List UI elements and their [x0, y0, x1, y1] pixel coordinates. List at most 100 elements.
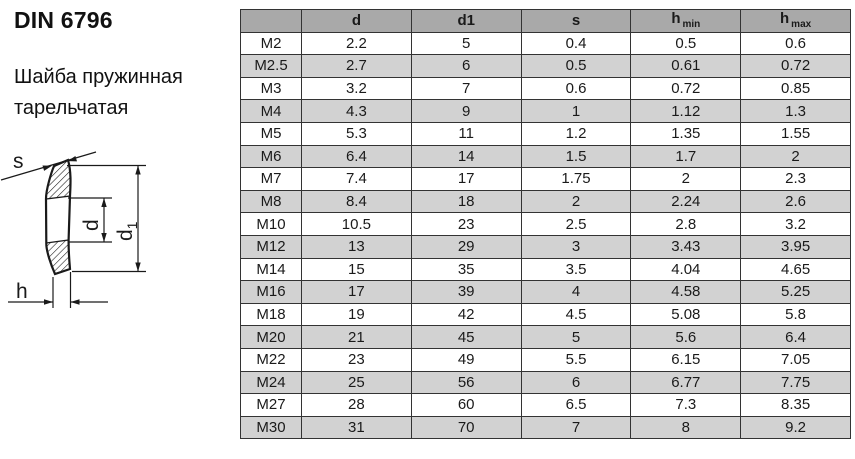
- value-cell: 2.6: [740, 189, 851, 214]
- column-header-label: s: [571, 12, 581, 30]
- size-cell: M8: [240, 189, 302, 214]
- size-cell: M7: [240, 167, 302, 191]
- value-cell: 2.24: [630, 189, 742, 214]
- value-cell: 2: [740, 144, 851, 169]
- column-header: d: [301, 9, 412, 33]
- value-cell: 7.3: [630, 393, 742, 417]
- table-row: M6 6.4 14 1.5 1.7 2: [240, 144, 851, 169]
- value-cell: 1.75: [520, 167, 632, 191]
- washer-outline: [44, 158, 72, 276]
- value-cell: 9: [410, 99, 522, 123]
- value-cell: 70: [410, 415, 522, 440]
- d1-dimension-label: d1: [114, 221, 140, 241]
- value-cell: 14: [410, 144, 522, 169]
- value-cell: 3.2: [740, 212, 851, 236]
- table-row: M8 8.4 18 2 2.24 2.6: [240, 189, 851, 214]
- size-cell: M16: [240, 280, 302, 304]
- value-cell: 0.61: [630, 54, 742, 78]
- value-cell: 2.5: [520, 212, 632, 236]
- value-cell: 3.95: [740, 234, 851, 259]
- column-header: h max: [740, 9, 851, 33]
- value-cell: 1.12: [630, 99, 742, 123]
- value-cell: 1: [520, 99, 632, 123]
- value-cell: 8: [630, 415, 742, 440]
- value-cell: 4.65: [740, 257, 851, 282]
- washer-cross-section: [44, 158, 72, 276]
- value-cell: 6.4: [740, 325, 851, 349]
- value-cell: 0.72: [630, 76, 742, 101]
- value-cell: 1.35: [630, 121, 742, 146]
- dimension-s: s: [0, 150, 97, 181]
- value-cell: 6.4: [301, 144, 412, 169]
- d-dimension-label: d: [80, 219, 103, 231]
- value-cell: 2: [520, 189, 632, 214]
- value-cell: 23: [410, 212, 522, 236]
- column-header-label: h: [780, 10, 790, 28]
- subtitle: Шайба пружинная тарельчатая: [14, 62, 183, 124]
- value-cell: 3.43: [630, 234, 742, 259]
- value-cell: 7.75: [740, 370, 851, 395]
- size-cell: M4: [240, 99, 302, 123]
- value-cell: 6: [520, 370, 632, 395]
- table-body: M2 2.2 5 0.4 0.5 0.6 M2.5 2.7 6 0.5 0.61 0.72 M3 3.2 7…: [240, 31, 851, 440]
- value-cell: 2: [630, 167, 742, 191]
- value-cell: 17: [410, 167, 522, 191]
- table-row: M20 21 45 5 5.6 6.4: [240, 325, 851, 349]
- value-cell: 35: [410, 257, 522, 282]
- value-cell: 7.4: [301, 167, 412, 191]
- value-cell: 1.7: [630, 144, 742, 169]
- page-title: DIN 6796: [14, 7, 113, 33]
- value-cell: 1.5: [520, 144, 632, 169]
- value-cell: 15: [301, 257, 412, 282]
- value-cell: 2.7: [301, 54, 412, 78]
- value-cell: 13: [301, 234, 412, 259]
- table-row: M10 10.5 23 2.5 2.8 3.2: [240, 212, 851, 236]
- value-cell: 5.3: [301, 121, 412, 146]
- value-cell: 5: [520, 325, 632, 349]
- value-cell: 3.5: [520, 257, 632, 282]
- value-cell: 0.5: [630, 31, 742, 56]
- subtitle-line-1: Шайба пружинная: [14, 66, 183, 88]
- size-cell: M10: [240, 212, 302, 236]
- value-cell: 39: [410, 280, 522, 304]
- value-cell: 28: [301, 393, 412, 417]
- value-cell: 4: [520, 280, 632, 304]
- value-cell: 0.85: [740, 76, 851, 101]
- value-cell: 3.2: [301, 76, 412, 101]
- value-cell: 23: [301, 347, 412, 372]
- value-cell: 2.8: [630, 212, 742, 236]
- value-cell: 17: [301, 280, 412, 304]
- value-cell: 4.04: [630, 257, 742, 282]
- value-cell: 6.77: [630, 370, 742, 395]
- value-cell: 7: [410, 76, 522, 101]
- table-row: M14 15 35 3.5 4.04 4.65: [240, 257, 851, 282]
- column-header: d1: [410, 9, 522, 33]
- size-cell: M22: [240, 347, 302, 372]
- value-cell: 9.2: [740, 415, 851, 440]
- column-header-label: d1: [457, 12, 475, 30]
- table-row: M24 25 56 6 6.77 7.75: [240, 370, 851, 395]
- size-cell: M3: [240, 76, 302, 101]
- table-row: M5 5.3 11 1.2 1.35 1.55: [240, 121, 851, 146]
- value-cell: 0.5: [520, 54, 632, 78]
- value-cell: 10.5: [301, 212, 412, 236]
- value-cell: 8.35: [740, 393, 851, 417]
- value-cell: 1.2: [520, 121, 632, 146]
- value-cell: 7: [520, 415, 632, 440]
- column-header: s: [520, 9, 632, 33]
- table-header-row: d d1 s h min h max: [240, 9, 851, 33]
- value-cell: 7.05: [740, 347, 851, 372]
- value-cell: 3: [520, 234, 632, 259]
- table-row: M18 19 42 4.5 5.08 5.8: [240, 302, 851, 327]
- value-cell: 5.5: [520, 347, 632, 372]
- table-row: M12 13 29 3 3.43 3.95: [240, 234, 851, 259]
- value-cell: 5.6: [630, 325, 742, 349]
- size-cell: M20: [240, 325, 302, 349]
- value-cell: 25: [301, 370, 412, 395]
- value-cell: 0.72: [740, 54, 851, 78]
- size-cell: M5: [240, 121, 302, 146]
- size-cell: M18: [240, 302, 302, 327]
- dimensions-table: d d1 s h min h max M2 2.2 5 0.4 0.5 0.6 M2.5 2.7 6 0.5 0…: [240, 9, 851, 440]
- value-cell: 0.6: [740, 31, 851, 56]
- value-cell: 8.4: [301, 189, 412, 214]
